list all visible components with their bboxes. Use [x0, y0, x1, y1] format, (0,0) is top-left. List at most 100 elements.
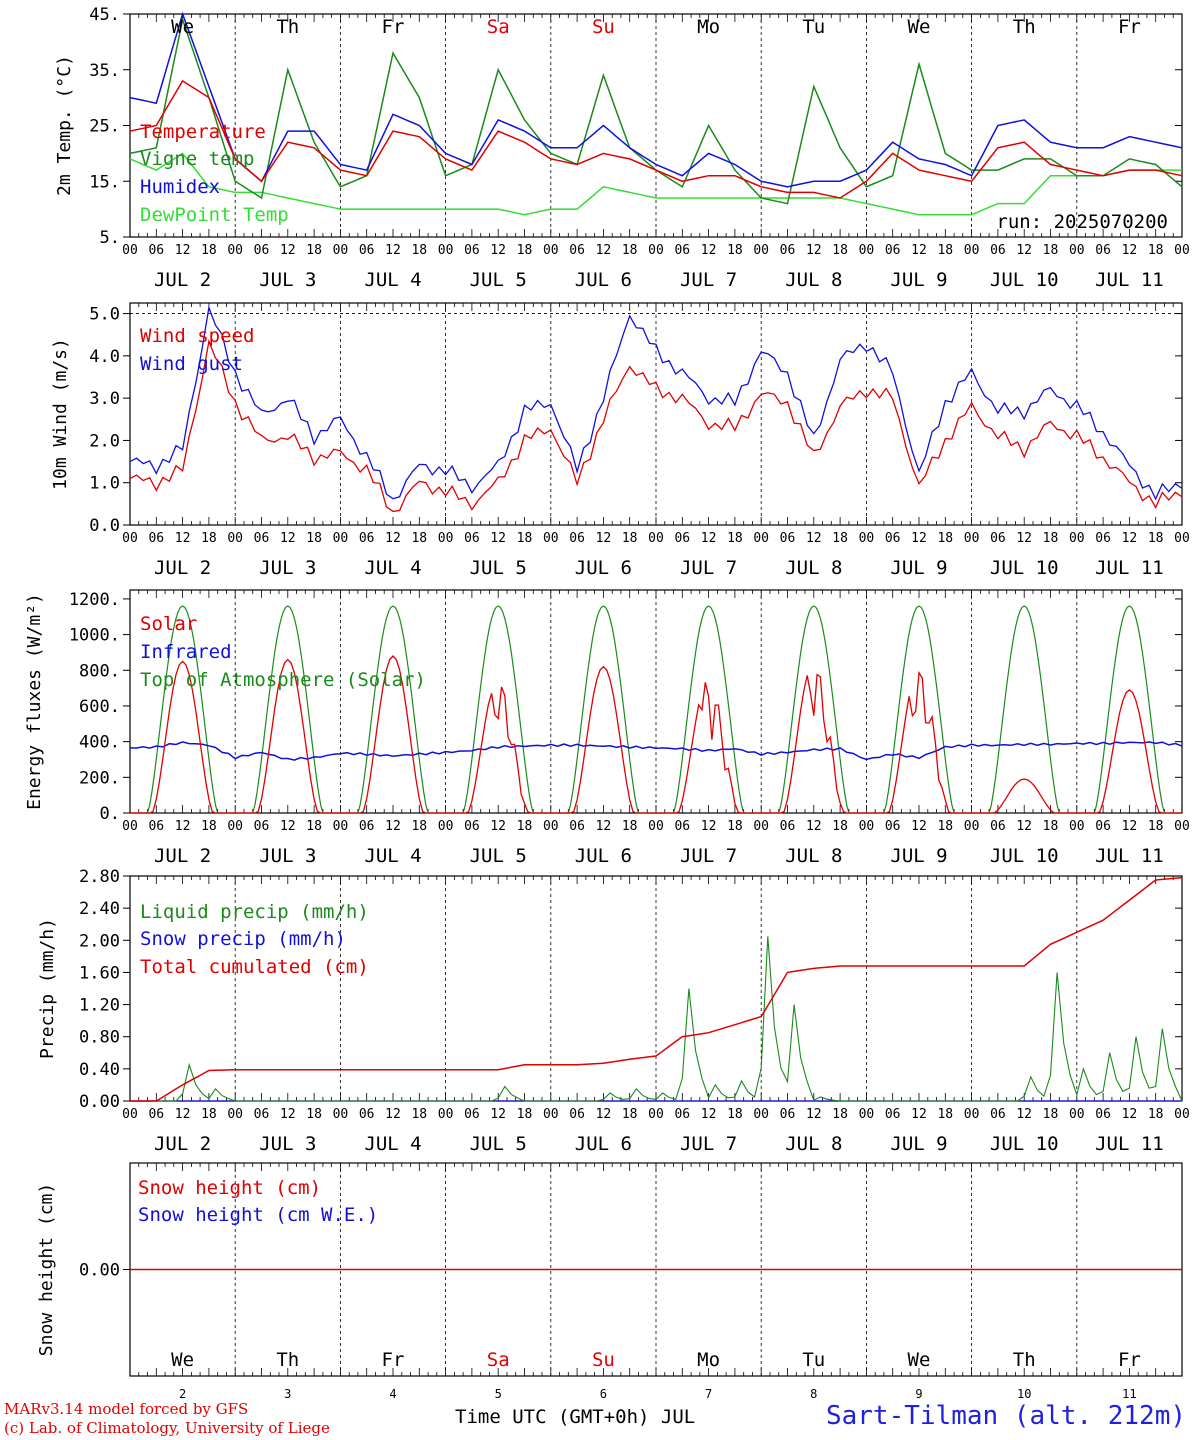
y-tick-label: 5.0 — [89, 305, 120, 325]
hour-tick-label: 00 — [1069, 1107, 1085, 1122]
hour-tick-label: 00 — [859, 531, 875, 546]
y-tick-label: 1.20 — [79, 996, 120, 1016]
hour-tick-label: 06 — [674, 819, 690, 834]
legend-entry: Infrared — [140, 641, 232, 663]
hour-tick-label: 00 — [753, 1107, 769, 1122]
date-label: JUL 9 — [890, 269, 947, 291]
hour-tick-label: 12 — [911, 243, 927, 258]
hour-tick-label: 00 — [543, 819, 559, 834]
weekday-label: Su — [592, 1349, 615, 1371]
hour-tick-label: 00 — [753, 243, 769, 258]
y-tick-label: 200. — [79, 768, 120, 788]
panel-1: 5. 15. 25. 35. 45. 2m Temp. (°C) 00 06 12 18 JUL 2… — [54, 5, 1190, 291]
hour-tick-label: 00 — [227, 819, 243, 834]
hour-tick-label: 00 — [333, 1107, 349, 1122]
weekday-label: Sa — [487, 1349, 510, 1371]
hour-tick-label: 06 — [780, 1107, 796, 1122]
hour-tick-label: 00 — [1069, 243, 1085, 258]
model-credit: MARv3.14 model forced by GFS — [4, 1400, 249, 1418]
hour-tick-label: 18 — [1043, 243, 1059, 258]
hour-tick-label: 12 — [1122, 1107, 1138, 1122]
hour-tick-label: 18 — [1148, 531, 1164, 546]
hour-tick-label: 12 — [385, 819, 401, 834]
hour-tick-label: 18 — [622, 531, 638, 546]
date-label: JUL 2 — [154, 557, 211, 579]
hour-tick-label: 06 — [674, 243, 690, 258]
hour-tick-label: 12 — [490, 1107, 506, 1122]
weekday-label: Th — [1013, 16, 1036, 38]
series-line-total-cumulated — [130, 876, 1183, 1102]
date-label: JUL 7 — [680, 269, 737, 291]
hour-tick-label: 00 — [122, 531, 138, 546]
hour-tick-label: 18 — [1148, 819, 1164, 834]
hour-tick-label: 18 — [1148, 243, 1164, 258]
hour-tick-label: 00 — [543, 531, 559, 546]
date-label: JUL 6 — [575, 845, 632, 867]
day-number-label: 5 — [495, 1387, 502, 1400]
hour-tick-label: 06 — [885, 819, 901, 834]
hour-tick-label: 18 — [937, 1107, 953, 1122]
hour-tick-label: 12 — [490, 531, 506, 546]
hour-tick-label: 06 — [569, 243, 585, 258]
date-label: JUL 4 — [364, 269, 421, 291]
hour-tick-label: 12 — [385, 1107, 401, 1122]
hour-tick-label: 18 — [1043, 1107, 1059, 1122]
hour-tick-label: 06 — [359, 243, 375, 258]
date-label: JUL 9 — [890, 845, 947, 867]
hour-tick-label: 00 — [438, 243, 454, 258]
hour-tick-label: 12 — [490, 819, 506, 834]
hour-tick-label: 06 — [885, 531, 901, 546]
x-ticks — [129, 1163, 1183, 1376]
hour-tick-label: 06 — [1095, 819, 1111, 834]
hour-tick-label: 06 — [885, 243, 901, 258]
hour-tick-label: 12 — [701, 1107, 717, 1122]
weekday-label: Th — [276, 16, 299, 38]
date-label: JUL 4 — [364, 1133, 421, 1155]
hour-tick-label: 00 — [438, 531, 454, 546]
hour-tick-label: 06 — [885, 1107, 901, 1122]
date-label: JUL 10 — [990, 1133, 1059, 1155]
weekday-label: Su — [592, 16, 615, 38]
weekday-label: Fr — [1118, 16, 1141, 38]
hour-tick-label: 12 — [701, 819, 717, 834]
hour-tick-label: 00 — [1174, 531, 1190, 546]
hour-tick-label: 00 — [859, 243, 875, 258]
y-tick-label: 0. — [100, 804, 120, 824]
hour-tick-label: 06 — [780, 243, 796, 258]
hour-tick-label: 12 — [490, 243, 506, 258]
y-tick-label: 45. — [89, 5, 120, 25]
hour-tick-label: 18 — [201, 819, 217, 834]
hour-tick-label: 12 — [175, 1107, 191, 1122]
weekday-label: We — [171, 1349, 194, 1371]
hour-tick-label: 18 — [937, 531, 953, 546]
hour-tick-label: 18 — [306, 531, 322, 546]
day-number-label: 3 — [284, 1387, 291, 1400]
date-label: JUL 3 — [259, 557, 316, 579]
hour-tick-label: 12 — [1122, 819, 1138, 834]
hour-tick-label: 18 — [727, 819, 743, 834]
y-tick-label: 800. — [79, 661, 120, 681]
hour-tick-label: 06 — [674, 531, 690, 546]
date-label: JUL 8 — [785, 1133, 842, 1155]
legend-entry: Snow precip (mm/h) — [140, 928, 346, 950]
hour-tick-label: 18 — [201, 531, 217, 546]
x-ticks — [129, 876, 1183, 1101]
y-tick-label: 2.80 — [79, 867, 120, 887]
y-tick-label: 0.40 — [79, 1060, 120, 1080]
x-ticks — [129, 303, 1183, 525]
y-tick-label: 0.00 — [79, 1261, 120, 1281]
y-axis-label: 10m Wind (m/s) — [50, 338, 71, 490]
date-label: JUL 3 — [259, 1133, 316, 1155]
panel-2: 0.0 1.0 2.0 3.0 4.0 5.0 10m Wind (m/s) 00 06 12 18… — [50, 302, 1190, 579]
hour-tick-label: 18 — [306, 1107, 322, 1122]
hour-tick-label: 00 — [964, 1107, 980, 1122]
hour-tick-label: 00 — [122, 1107, 138, 1122]
hour-tick-label: 18 — [727, 243, 743, 258]
hour-tick-label: 12 — [596, 531, 612, 546]
hour-tick-label: 12 — [701, 243, 717, 258]
hour-tick-label: 06 — [990, 243, 1006, 258]
hour-tick-label: 12 — [806, 243, 822, 258]
hour-tick-label: 00 — [122, 819, 138, 834]
hour-tick-label: 00 — [227, 1107, 243, 1122]
meteogram: 5. 15. 25. 35. 45. 2m Temp. (°C) 00 06 12 18 JUL 2… — [24, 5, 1190, 1400]
